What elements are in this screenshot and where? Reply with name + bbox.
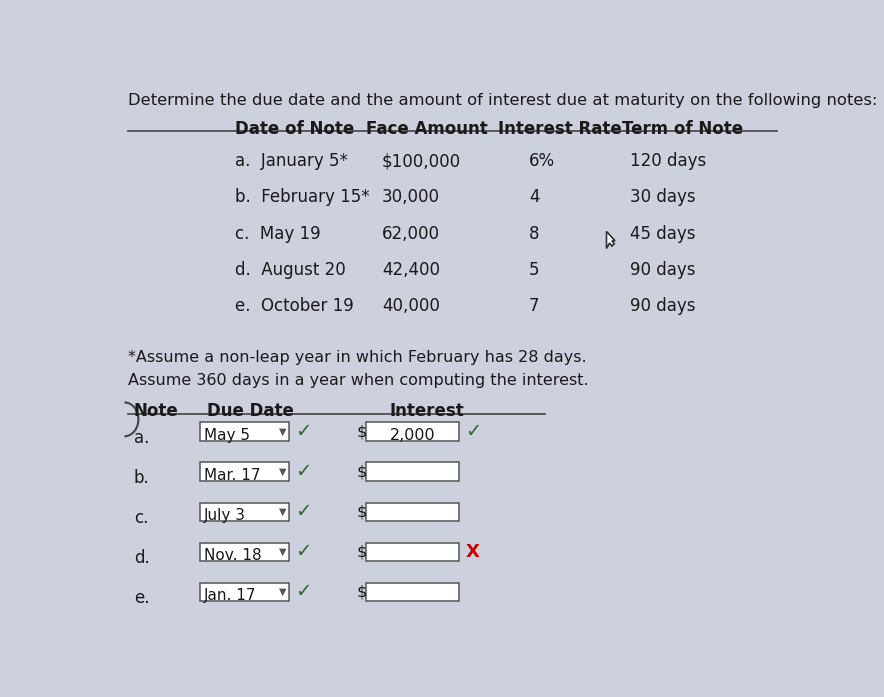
Text: Mar. 17: Mar. 17 <box>203 468 260 483</box>
Text: b.: b. <box>133 468 149 487</box>
Text: July 3: July 3 <box>203 508 246 523</box>
Text: 30 days: 30 days <box>629 188 696 206</box>
Text: X: X <box>466 543 479 561</box>
Text: $: $ <box>357 504 367 519</box>
Text: ✓: ✓ <box>295 582 311 602</box>
Text: Interest: Interest <box>390 402 464 420</box>
Text: 90 days: 90 days <box>629 297 695 315</box>
Text: ▼: ▼ <box>278 507 286 516</box>
Text: Note: Note <box>133 402 179 420</box>
Text: a.: a. <box>133 429 149 447</box>
Text: 5: 5 <box>529 261 539 279</box>
Text: Term of Note: Term of Note <box>622 120 743 138</box>
Text: ▼: ▼ <box>278 587 286 597</box>
FancyBboxPatch shape <box>200 463 289 481</box>
Text: d.: d. <box>133 549 149 567</box>
Text: b.  February 15*: b. February 15* <box>234 188 370 206</box>
Text: ✓: ✓ <box>295 422 311 441</box>
Text: 7: 7 <box>529 297 539 315</box>
Text: ▼: ▼ <box>278 547 286 557</box>
Text: Due Date: Due Date <box>208 402 294 420</box>
FancyBboxPatch shape <box>366 583 460 601</box>
Text: Date of Note: Date of Note <box>234 120 354 138</box>
Text: $: $ <box>357 464 367 480</box>
FancyBboxPatch shape <box>200 542 289 561</box>
FancyBboxPatch shape <box>200 503 289 521</box>
Text: e.  October 19: e. October 19 <box>234 297 354 315</box>
Text: Determine the due date and the amount of interest due at maturity on the followi: Determine the due date and the amount of… <box>127 93 877 108</box>
Text: c.: c. <box>133 509 149 527</box>
FancyBboxPatch shape <box>366 463 460 481</box>
Text: Assume 360 days in a year when computing the interest.: Assume 360 days in a year when computing… <box>127 373 588 388</box>
Text: c.  May 19: c. May 19 <box>234 224 320 243</box>
Text: 4: 4 <box>529 188 539 206</box>
Text: ▼: ▼ <box>278 467 286 477</box>
Text: ✓: ✓ <box>295 542 311 561</box>
Text: Interest Rate: Interest Rate <box>498 120 621 138</box>
Text: 90 days: 90 days <box>629 261 695 279</box>
Text: ✓: ✓ <box>466 422 482 441</box>
FancyBboxPatch shape <box>200 583 289 601</box>
Text: 6%: 6% <box>529 152 555 170</box>
Text: ✓: ✓ <box>295 503 311 521</box>
Polygon shape <box>606 231 615 248</box>
Text: May 5: May 5 <box>203 428 249 443</box>
Text: 30,000: 30,000 <box>382 188 439 206</box>
Text: ✓: ✓ <box>295 462 311 481</box>
Text: e.: e. <box>133 589 149 607</box>
Text: 42,400: 42,400 <box>382 261 439 279</box>
Text: $: $ <box>357 424 367 439</box>
Text: 2,000: 2,000 <box>390 428 436 443</box>
FancyBboxPatch shape <box>366 422 460 441</box>
Text: 40,000: 40,000 <box>382 297 439 315</box>
Text: 62,000: 62,000 <box>382 224 439 243</box>
Text: d.  August 20: d. August 20 <box>234 261 346 279</box>
FancyBboxPatch shape <box>366 503 460 521</box>
Text: 8: 8 <box>529 224 539 243</box>
Text: $: $ <box>357 544 367 559</box>
Text: a.  January 5*: a. January 5* <box>234 152 347 170</box>
Text: 45 days: 45 days <box>629 224 695 243</box>
Text: Face Amount: Face Amount <box>366 120 488 138</box>
FancyBboxPatch shape <box>366 542 460 561</box>
Text: $: $ <box>357 584 367 599</box>
FancyBboxPatch shape <box>200 422 289 441</box>
Text: Nov. 18: Nov. 18 <box>203 548 261 563</box>
Text: ▼: ▼ <box>278 427 286 437</box>
Text: Jan. 17: Jan. 17 <box>203 588 256 603</box>
Text: $100,000: $100,000 <box>382 152 461 170</box>
Text: *Assume a non-leap year in which February has 28 days.: *Assume a non-leap year in which Februar… <box>127 350 586 365</box>
Text: 120 days: 120 days <box>629 152 706 170</box>
